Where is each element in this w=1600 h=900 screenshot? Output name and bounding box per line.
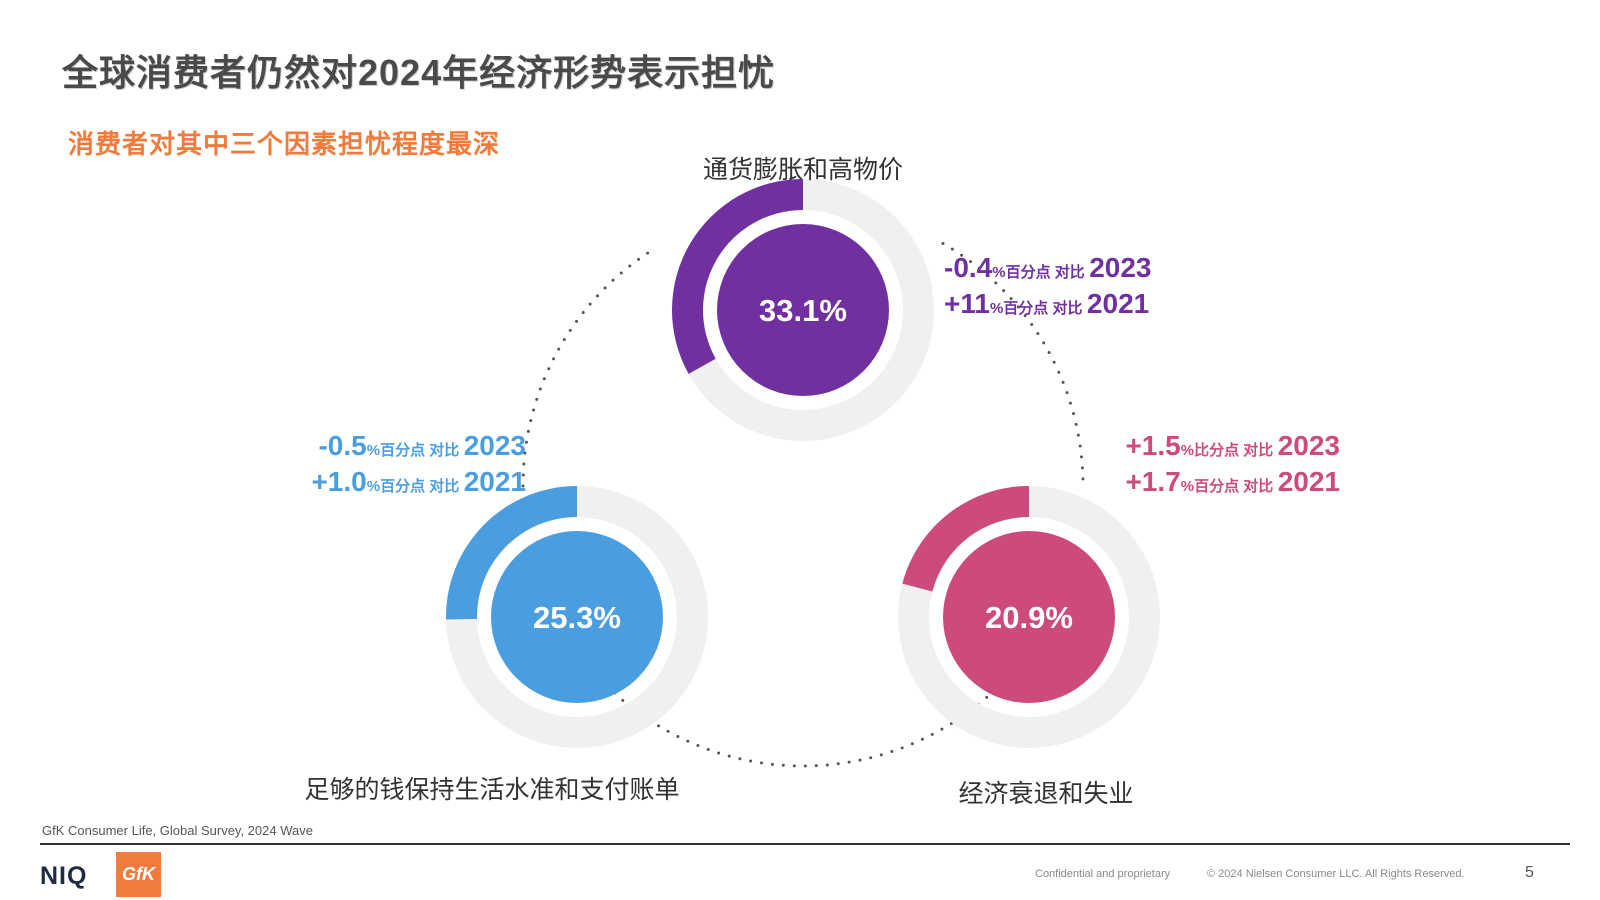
stat-delta: +1.0 [311,466,367,497]
stat-row: -0.5%百分点 对比 2023 [270,428,526,464]
stat-year: 2023 [1089,252,1152,283]
stat-unit: %百分点 对比 [366,478,460,495]
stat-year: 2021 [463,466,526,497]
donut-group: 33.1% 25.3% 20.9% [446,179,1160,748]
stat-unit: %百分点 对比 [992,264,1085,281]
stat-row: +1.7%百分点 对比 2021 [1080,464,1340,500]
stat-delta: +1.5 [1125,430,1181,461]
stat-row: +1.5%比分点 对比 2023 [1080,428,1340,464]
stat-delta: -0.4 [944,252,993,283]
confidential-note: Confidential and proprietary [1035,868,1171,880]
donut-arc-recession [902,486,1029,592]
category-label-recession: 经济衰退和失业 [958,780,1134,808]
dotted-connectors [521,242,1085,768]
stat-row: +1.0%百分点 对比 2021 [270,464,526,500]
page-title: 全球消费者仍然对2024年经济形势表示担忧 [62,52,776,93]
donut-arc-living [446,486,577,620]
stat-row: +11%百分点 对比 2021 [944,286,1152,322]
donut-value-living: 25.3% [533,600,621,635]
stat-unit: %百分点 对比 [989,300,1083,317]
stat-delta: +1.7 [1125,466,1181,497]
stat-delta: +11 [944,288,990,319]
stat-unit: %百分点 对比 [366,442,460,459]
stat-year: 2021 [1277,466,1340,497]
stat-year: 2023 [463,430,526,461]
donut-core-inflation [717,224,889,396]
donut-value-inflation: 33.1% [759,293,847,328]
stat-row: -0.4%百分点 对比 2023 [944,250,1152,286]
footer-divider [40,843,1570,845]
category-label-inflation: 通货膨胀和高物价 [702,156,904,184]
stat-delta: -0.5 [318,430,367,461]
stats-inflation: -0.4%百分点 对比 2023 +11%百分点 对比 2021 [944,250,1152,322]
connector-top-left [521,247,657,488]
stat-unit: %百分点 对比 [1180,478,1274,495]
page-number: 5 [1525,864,1534,881]
source-note: GfK Consumer Life, Global Survey, 2024 W… [42,823,313,838]
stats-living: -0.5%百分点 对比 2023 +1.0%百分点 对比 2021 [270,428,526,500]
copyright-note: © 2024 Nielsen Consumer LLC. All Rights … [1207,868,1465,880]
donut-arc-inflation [671,179,803,374]
stat-unit: %比分点 对比 [1180,442,1274,459]
page-subtitle: 消费者对其中三个因素担忧程度最深 [68,129,501,159]
donut-core-living [491,531,663,703]
donut-value-recession: 20.9% [985,600,1073,635]
donut-core-recession [943,531,1115,703]
niq-logo: NIQ [40,862,88,890]
category-label-living: 足够的钱保持生活水准和支付账单 [304,776,680,804]
stats-recession: +1.5%比分点 对比 2023 +1.7%百分点 对比 2021 [1080,428,1340,500]
stat-year: 2021 [1086,288,1150,319]
stat-year: 2023 [1277,430,1340,461]
connector-top-right [941,242,1085,488]
gfk-logo: GfK [116,852,161,897]
